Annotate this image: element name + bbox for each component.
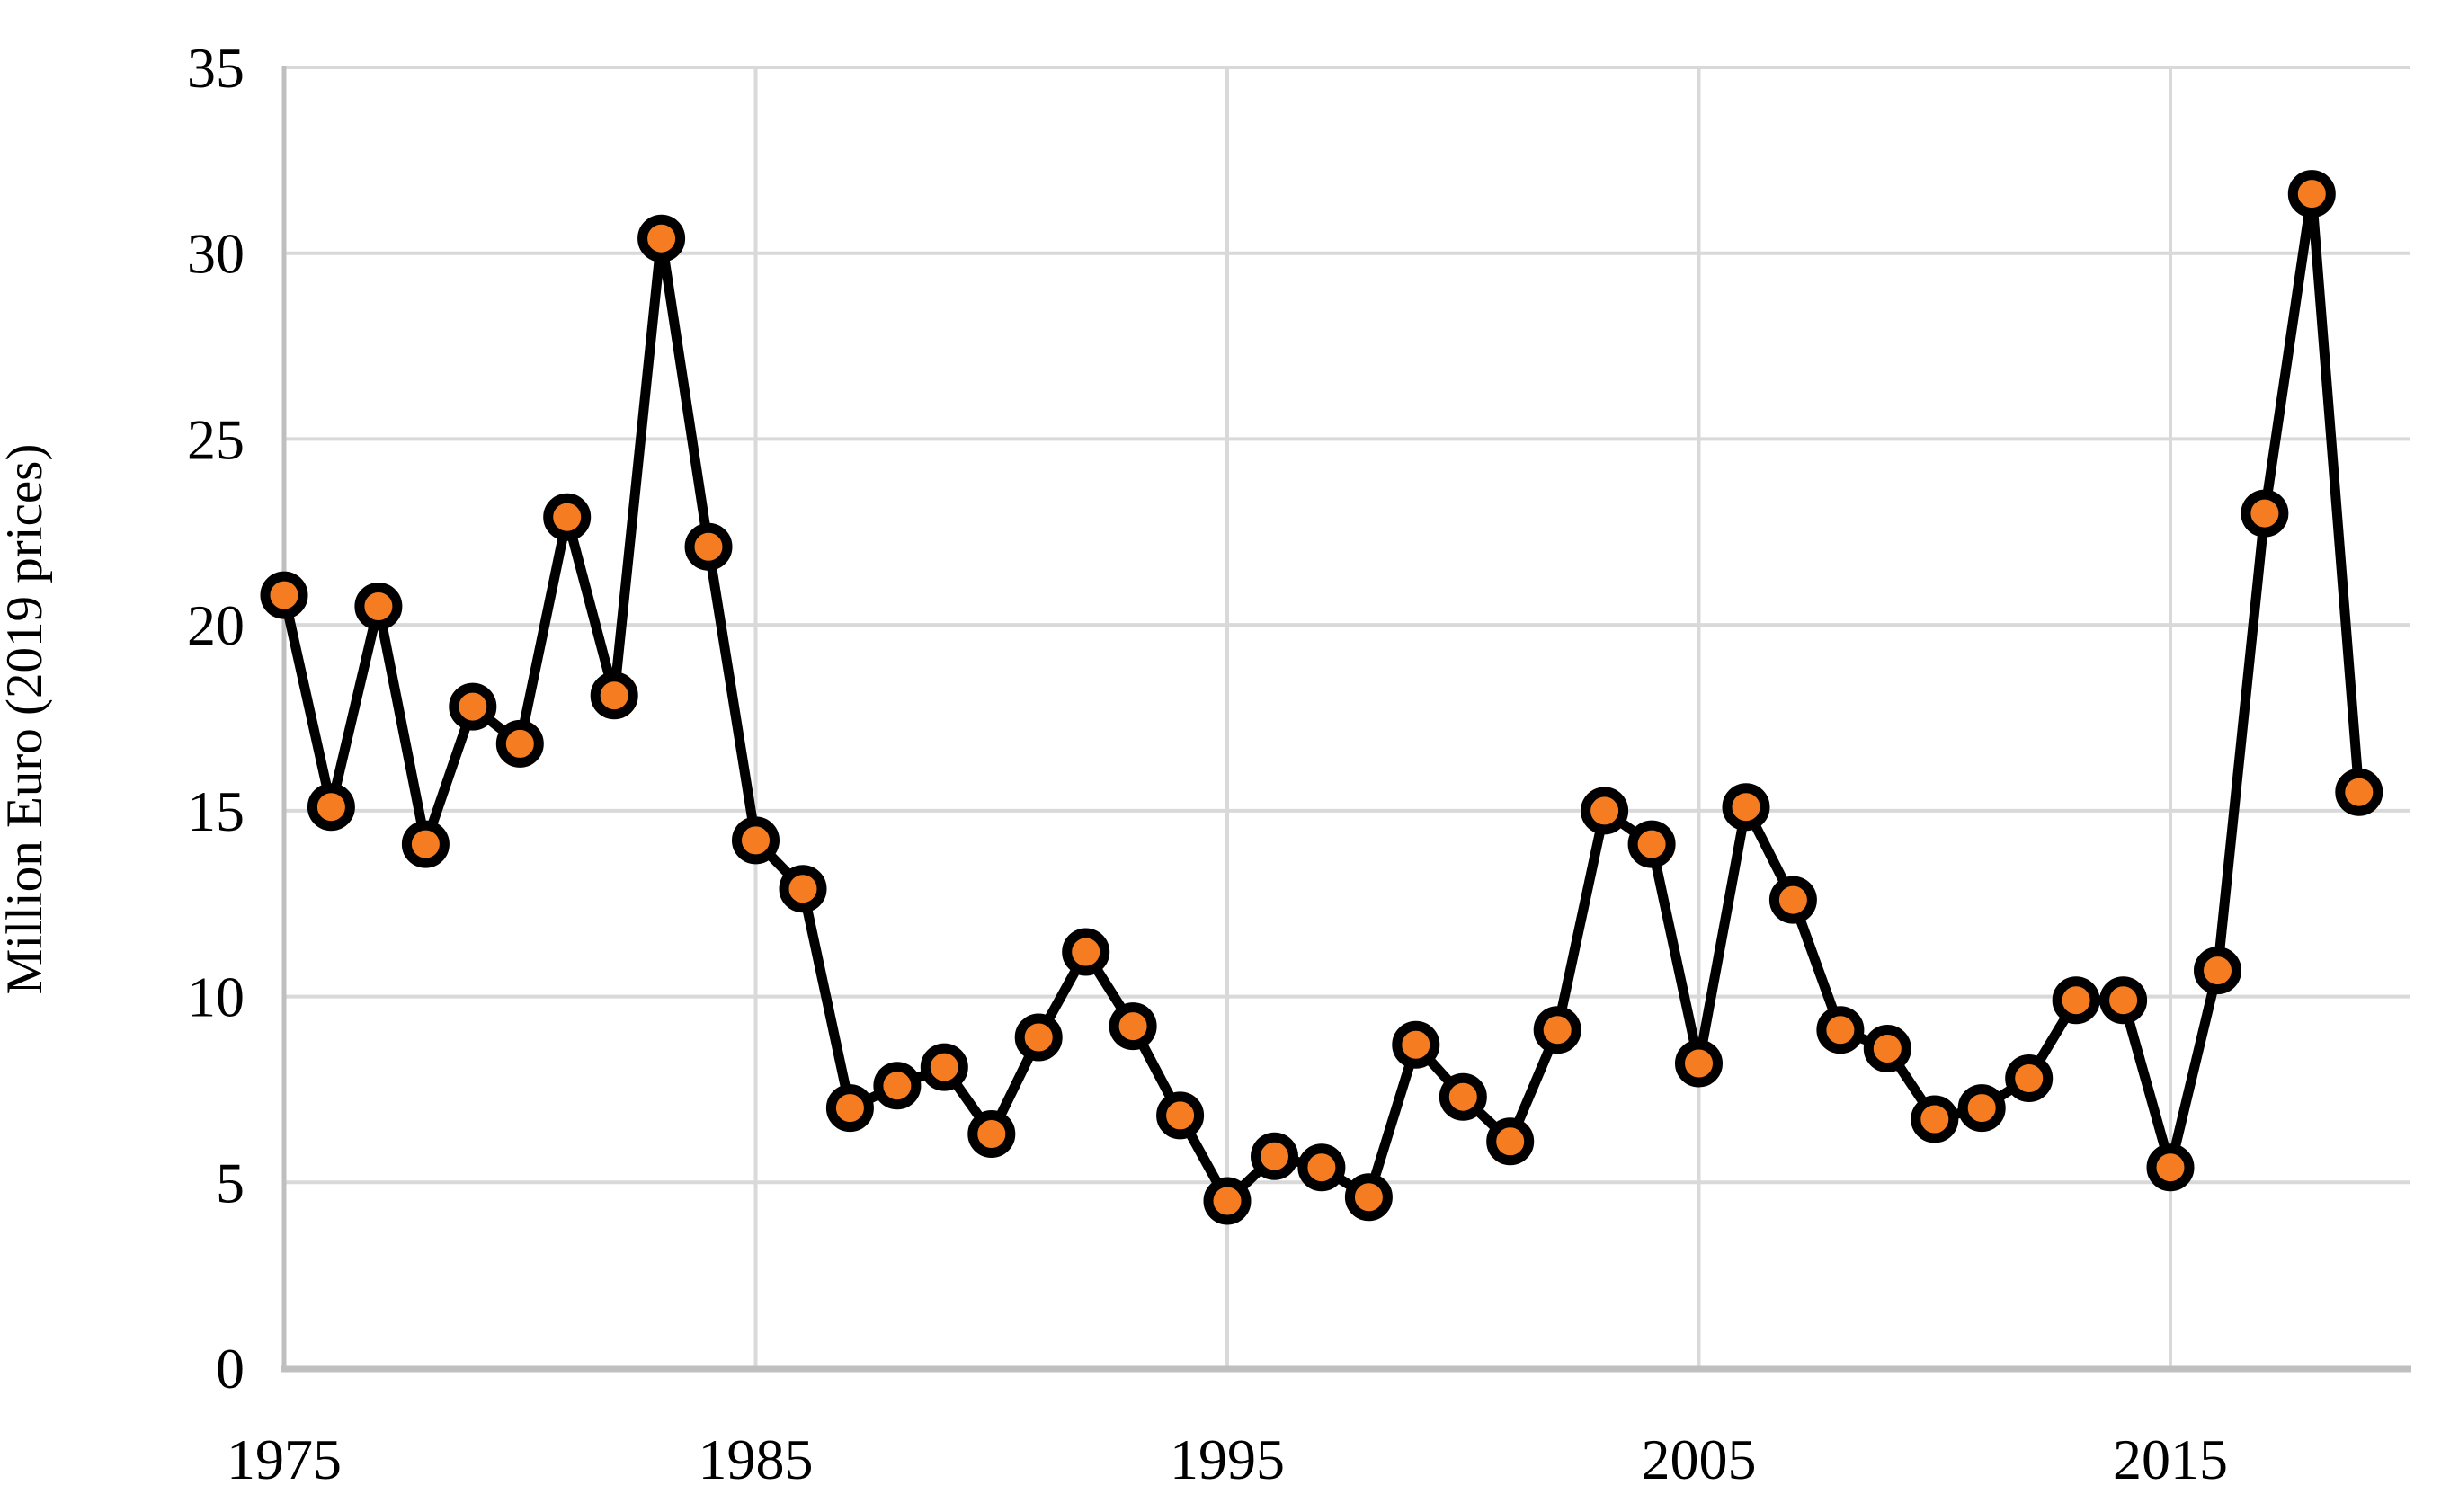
data-point-marker <box>495 719 544 768</box>
data-point-marker <box>684 522 733 571</box>
y-axis-tick-labels: 0 5 10 15 20 25 30 35 <box>187 36 245 1401</box>
data-point-marker <box>1014 1013 1063 1062</box>
gridlines <box>284 66 2410 1368</box>
data-point-marker <box>2005 1054 2054 1102</box>
data-point-marker <box>967 1110 1016 1158</box>
data-point-marker <box>354 583 403 630</box>
x-tick-label: 1975 <box>227 1428 342 1491</box>
data-point-marker <box>1486 1117 1535 1166</box>
data-point-marker <box>2099 976 2148 1025</box>
y-tick-label: 30 <box>187 222 245 286</box>
x-tick-label: 1995 <box>1170 1428 1285 1491</box>
data-point-marker <box>307 783 355 832</box>
data-point-marker <box>1203 1177 1252 1225</box>
y-tick-label: 15 <box>187 779 245 843</box>
y-tick-label: 0 <box>216 1337 245 1401</box>
data-point-marker <box>1392 1020 1440 1069</box>
data-point-marker <box>1957 1084 2006 1133</box>
data-point-marker <box>1251 1132 1298 1180</box>
data-point-marker <box>873 1062 922 1110</box>
data-point-marker <box>1109 1002 1157 1051</box>
data-point-marker <box>1156 1091 1205 1140</box>
axis-lines <box>281 66 2411 1373</box>
data-point-marker <box>779 865 827 913</box>
data-point-marker <box>1768 876 1817 924</box>
data-point-marker <box>260 571 308 619</box>
data-point-marker <box>920 1043 968 1091</box>
x-axis-tick-labels: 1975 1985 1995 2005 2015 <box>227 1428 2228 1491</box>
y-tick-label: 10 <box>187 965 245 1029</box>
data-point-marker <box>1439 1072 1487 1121</box>
data-point-marker <box>2287 170 2336 218</box>
data-point-marker <box>543 493 592 541</box>
data-point-marker <box>590 672 638 720</box>
data-point-marker <box>732 816 780 865</box>
x-tick-label: 1985 <box>699 1428 814 1491</box>
data-point-marker <box>825 1084 874 1133</box>
x-tick-label: 2015 <box>2113 1428 2228 1491</box>
data-point-marker <box>1297 1143 1346 1192</box>
y-tick-label: 35 <box>187 36 245 100</box>
data-point-marker <box>1581 787 1629 835</box>
data-point-marker <box>2335 768 2383 816</box>
y-axis-title: Million Euro (2019 prices) <box>0 444 53 995</box>
data-point-marker <box>637 214 686 262</box>
data-point-marker <box>2241 489 2289 538</box>
data-point-marker <box>1911 1095 1959 1143</box>
data-point-marker <box>401 820 450 868</box>
data-point-marker <box>1675 1039 1723 1088</box>
data-point-marker <box>1816 1006 1865 1054</box>
data-series <box>260 170 2383 1225</box>
y-tick-label: 20 <box>187 593 245 657</box>
data-point-marker <box>1627 820 1676 868</box>
data-point-marker <box>1533 1006 1581 1054</box>
data-point-marker <box>1062 928 1110 976</box>
data-point-marker <box>449 682 497 731</box>
data-point-marker <box>2194 947 2241 995</box>
data-point-marker <box>1863 1025 1911 1072</box>
data-point-marker <box>2146 1143 2195 1192</box>
y-tick-label: 5 <box>216 1151 245 1214</box>
x-tick-label: 2005 <box>1642 1428 1757 1491</box>
data-point-marker <box>1344 1173 1393 1222</box>
data-point-marker <box>1722 783 1770 832</box>
data-point-marker <box>2052 976 2100 1025</box>
y-tick-label: 25 <box>187 407 245 471</box>
